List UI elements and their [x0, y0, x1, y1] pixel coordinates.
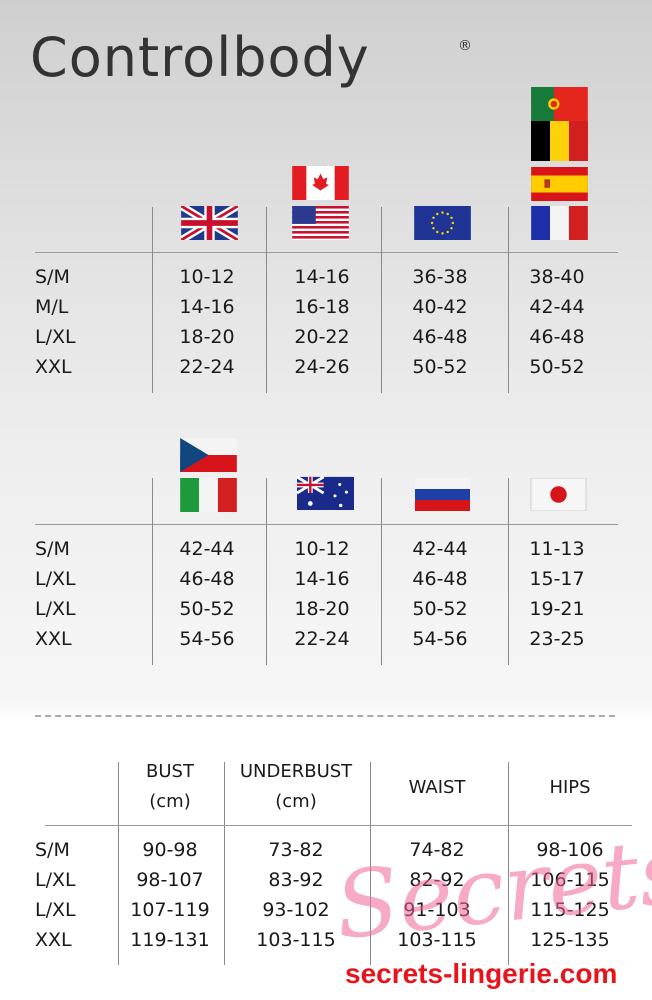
table3-cell: 91-103: [403, 899, 471, 921]
table1-row-size-label: M/L: [35, 296, 69, 318]
table2-cell: 23-25: [529, 628, 585, 650]
table1-column-divider: [508, 207, 509, 393]
flag-uk-icon: [181, 206, 238, 240]
table2-row-size-label: S/M: [35, 538, 70, 560]
table1-cell: 14-16: [179, 296, 235, 318]
table1-cell: 36-38: [412, 266, 468, 288]
flag-australia-icon: [297, 476, 354, 510]
table1-column-divider: [381, 207, 382, 393]
table2-cell: 50-52: [412, 598, 468, 620]
table3-cell: 83-92: [268, 869, 324, 891]
table3-row-size-label: S/M: [35, 839, 70, 861]
table2-header-line: [35, 524, 618, 525]
table3-cell: 74-82: [409, 839, 465, 861]
table3-cell: 103-115: [397, 929, 477, 951]
table1-header-line: [35, 252, 618, 253]
table3-cell: 93-102: [262, 899, 330, 921]
table3-cell: 98-106: [536, 839, 604, 861]
table3-header: (cm): [275, 791, 317, 812]
table3-cell: 115-125: [530, 899, 610, 921]
table3-column-divider: [118, 762, 119, 965]
table1-cell: 14-16: [294, 266, 350, 288]
table2-cell: 42-44: [412, 538, 468, 560]
table3-column-divider: [224, 762, 225, 965]
flag-japan-icon: [530, 478, 587, 512]
table2-cell: 22-24: [294, 628, 350, 650]
table1-cell: 22-24: [179, 356, 235, 378]
table3-cell: 103-115: [256, 929, 336, 951]
flag-eu-icon: [414, 206, 471, 240]
table3-cell: 98-107: [136, 869, 204, 891]
table2-column-divider: [152, 478, 153, 665]
table1-cell: 42-44: [529, 296, 585, 318]
table3-cell: 119-131: [130, 929, 210, 951]
table3-header: HIPS: [549, 777, 591, 798]
table1-cell: 24-26: [294, 356, 350, 378]
table2-cell: 14-16: [294, 568, 350, 590]
table1-cell: 16-18: [294, 296, 350, 318]
table2-row-size-label: L/XL: [35, 568, 76, 590]
flag-spain-icon: [531, 167, 588, 201]
table2-cell: 50-52: [179, 598, 235, 620]
table3-header: WAIST: [408, 777, 466, 798]
table2-cell: 19-21: [529, 598, 585, 620]
watermark-url: secrets-lingerie.com: [345, 958, 618, 989]
flag-czech-icon: [180, 438, 237, 472]
table1-cell: 18-20: [179, 326, 235, 348]
table2-cell: 54-56: [179, 628, 235, 650]
table1-cell: 10-12: [179, 266, 235, 288]
registered-mark: ®: [458, 38, 472, 54]
table1-cell: 38-40: [529, 266, 585, 288]
table1-column-divider: [152, 207, 153, 393]
table3-row-size-label: L/XL: [35, 899, 76, 921]
table1-column-divider: [266, 207, 267, 393]
table3-cell: 106-115: [530, 869, 610, 891]
table3-header: BUST: [146, 761, 194, 782]
brand-logo: Controlbody: [30, 26, 370, 89]
table1-row-size-label: L/XL: [35, 326, 76, 348]
table3-cell: 125-135: [530, 929, 610, 951]
table1-row-size-label: XXL: [35, 356, 72, 378]
table2-column-divider: [266, 478, 267, 665]
table2-cell: 10-12: [294, 538, 350, 560]
flag-canada-icon: [292, 166, 349, 200]
flag-france-icon: [531, 206, 588, 240]
table3-header: UNDERBUST: [239, 761, 353, 782]
table2-cell: 18-20: [294, 598, 350, 620]
flag-russia-icon: [414, 478, 471, 512]
flag-portugal-icon: [531, 87, 588, 121]
table1-cell: 50-52: [412, 356, 468, 378]
table1-cell: 40-42: [412, 296, 468, 318]
table2-column-divider: [508, 478, 509, 665]
table1-row-size-label: S/M: [35, 266, 70, 288]
table2-cell: 54-56: [412, 628, 468, 650]
table2-cell: 46-48: [179, 568, 235, 590]
table3-cell: 73-82: [268, 839, 324, 861]
table3-column-divider: [370, 762, 371, 965]
table3-row-size-label: L/XL: [35, 869, 76, 891]
table2-cell: 42-44: [179, 538, 235, 560]
table3-row-size-label: XXL: [35, 929, 72, 951]
flag-usa-icon: [292, 206, 349, 240]
table2-cell: 15-17: [529, 568, 585, 590]
table3-column-divider: [508, 762, 509, 965]
table3-header-line: [45, 825, 632, 826]
table2-row-size-label: L/XL: [35, 598, 76, 620]
table3-cell: 107-119: [130, 899, 210, 921]
table2-row-size-label: XXL: [35, 628, 72, 650]
flag-italy-icon: [180, 478, 237, 512]
dashed-divider: [35, 715, 615, 717]
table3-header: (cm): [149, 791, 191, 812]
table1-cell: 46-48: [529, 326, 585, 348]
table2-cell: 11-13: [529, 538, 585, 560]
table1-cell: 50-52: [529, 356, 585, 378]
table3-cell: 90-98: [142, 839, 198, 861]
table2-cell: 46-48: [412, 568, 468, 590]
table3-cell: 82-92: [409, 869, 465, 891]
flag-belgium-icon: [531, 121, 588, 161]
table2-column-divider: [381, 478, 382, 665]
table1-cell: 46-48: [412, 326, 468, 348]
table1-cell: 20-22: [294, 326, 350, 348]
